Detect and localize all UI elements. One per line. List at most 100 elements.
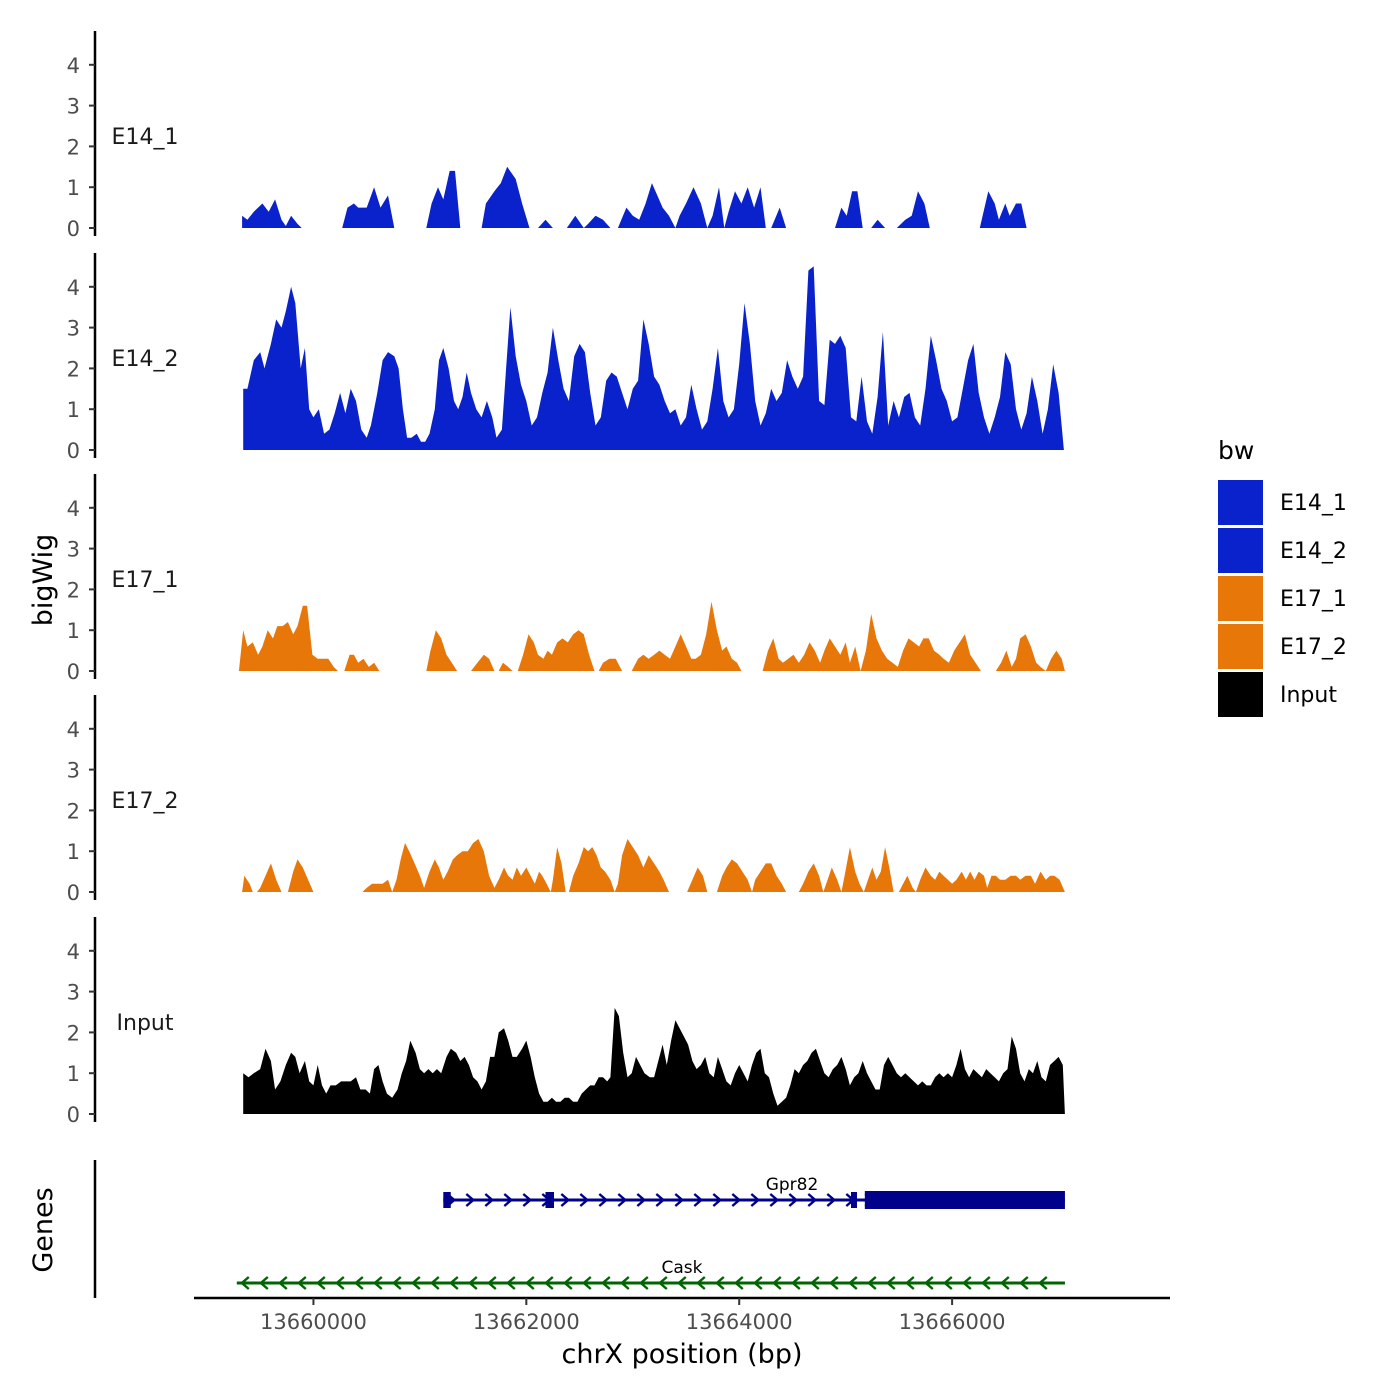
genes-track: Gpr82 Cask [93,1160,1065,1298]
y-tick-label: 1 [67,1062,80,1086]
strand-arrow [448,1276,459,1290]
exon [850,1192,857,1208]
y-tick-label: 1 [67,398,80,422]
signal-area [687,867,708,892]
strand-arrow [942,1276,953,1290]
exon [545,1192,555,1208]
strand-arrow [866,1276,877,1290]
y-tick-label: 3 [67,317,80,341]
strand-arrow [524,1276,535,1290]
strand-arrow [733,1276,744,1290]
y-tick-label: 0 [67,1103,80,1127]
strand-arrow [961,1276,972,1290]
y-tick-label: 1 [67,619,80,643]
track-label: E17_2 [112,789,179,814]
strand-arrow [579,1193,590,1207]
y-tick-label: 2 [67,357,80,381]
strand-arrow [807,1193,818,1207]
strand-arrow [505,1276,516,1290]
y-tick-label: 2 [67,1021,80,1045]
strand-arrow [695,1276,706,1290]
strand-arrow [657,1276,668,1290]
strand-arrow [999,1276,1010,1290]
legend-swatch-e14_2 [1218,528,1263,573]
signal-area [995,634,1065,671]
legend-swatch-e17_2 [1218,624,1263,669]
track-e17_1: 0 1 2 3 4 E17_1 [67,474,1065,684]
track-label: Input [117,1011,174,1036]
legend-label: E14_1 [1280,491,1347,516]
legend-label: E17_1 [1280,587,1347,612]
strand-arrow [693,1193,704,1207]
signal-area [426,630,458,671]
strand-arrow [980,1276,991,1290]
strand-arrow [771,1276,782,1290]
strand-arrow [790,1276,801,1290]
signal-area [798,847,894,892]
strand-arrow [410,1276,421,1290]
y-tick-label: 4 [67,497,80,521]
y-tick-label: 3 [67,981,80,1005]
strand-arrow [636,1193,647,1207]
track-e14_2: 0 1 2 3 4 E14_2 [67,253,1070,463]
strand-arrow [239,1276,250,1290]
legend-title: bw [1218,436,1254,465]
signal-area [242,199,302,228]
strand-arrow [788,1193,799,1207]
strand-arrow [334,1276,345,1290]
signal-area [498,662,513,671]
strand-arrow [391,1276,402,1290]
strand-arrow [467,1276,478,1290]
signal-area [617,183,766,228]
strand-arrow [484,1193,495,1207]
x-tick-label: 13660000 [260,1310,367,1334]
y-tick-label: 0 [67,439,80,463]
strand-arrow [712,1193,723,1207]
bigwig-tracks: 0 1 2 3 4 E14_1 0 1 2 3 4 E14_2 0 1 2 3 4 E17_1 0 1 2 3 4 E17_2… [67,31,1070,1127]
strand-arrow [315,1276,326,1290]
strand-arrow [655,1193,666,1207]
gene-name: Cask [662,1258,703,1278]
strand-arrow [617,1193,628,1207]
strand-arrow [847,1276,858,1290]
y-tick-label: 4 [67,54,80,78]
track-label: E14_1 [112,125,179,150]
strand-arrow [769,1193,780,1207]
y-tick-label: 2 [67,799,80,823]
strand-arrow [522,1193,533,1207]
track-label: E17_1 [112,568,179,593]
legend-label: E14_2 [1280,539,1347,564]
signal-area [238,605,380,671]
track-label: E14_2 [112,347,179,372]
strand-arrow [714,1276,725,1290]
x-tick-label: 13662000 [473,1310,580,1334]
track-e17_2: 0 1 2 3 4 E17_2 [67,695,1065,905]
signal-area [243,1007,1065,1114]
gene-cask: Cask [236,1258,1065,1290]
y-tick-label: 1 [67,176,80,200]
x-axis: 13660000 13662000 13664000 13666000 [194,1296,1170,1334]
genes-axis-title: Genes [28,1187,59,1272]
strand-arrow [598,1193,609,1207]
signal-area [243,266,1070,450]
y-tick-label: 3 [67,759,80,783]
strand-arrow [429,1276,440,1290]
y-tick-label: 2 [67,578,80,602]
y-tick-label: 4 [67,940,80,964]
strand-arrow [258,1276,269,1290]
x-tick-label: 13666000 [899,1310,1006,1334]
strand-arrow [560,1193,571,1207]
legend-swatch-e14_1 [1218,480,1263,525]
strand-arrow [1018,1276,1029,1290]
signal-area [716,859,787,892]
signal-area [771,207,787,228]
strand-arrow [296,1276,307,1290]
strand-arrow [465,1193,476,1207]
signal-area [362,839,669,892]
legend-swatch-e17_1 [1218,576,1263,621]
strand-arrow [750,1193,761,1207]
signal-area [871,219,886,228]
gene-name: Gpr82 [766,1175,819,1195]
x-axis-title: chrX position (bp) [561,1339,802,1370]
signal-area [566,215,611,228]
